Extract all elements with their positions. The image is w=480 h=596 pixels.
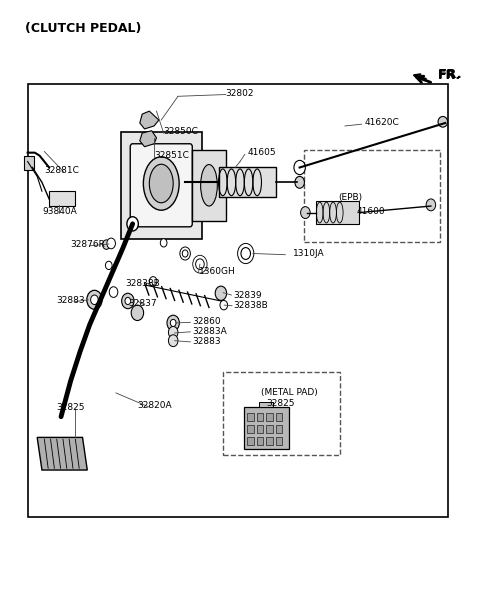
Polygon shape: [37, 437, 87, 470]
Text: 41620C: 41620C: [364, 119, 399, 128]
Circle shape: [168, 335, 178, 347]
Text: (CLUTCH PEDAL): (CLUTCH PEDAL): [25, 22, 142, 35]
Text: 1360GH: 1360GH: [199, 267, 236, 276]
Text: 32860: 32860: [192, 317, 221, 326]
Bar: [218, 167, 276, 197]
Bar: [28, 85, 447, 517]
Polygon shape: [120, 132, 202, 238]
Text: 93840A: 93840A: [42, 207, 77, 216]
Circle shape: [160, 238, 167, 247]
Circle shape: [107, 238, 116, 249]
Circle shape: [87, 290, 102, 309]
Circle shape: [295, 176, 304, 188]
Polygon shape: [140, 131, 156, 147]
Text: 32820A: 32820A: [137, 402, 172, 411]
Bar: [276, 437, 282, 445]
Circle shape: [196, 259, 204, 269]
Circle shape: [168, 327, 178, 339]
Bar: [257, 413, 264, 421]
Text: 1310JA: 1310JA: [292, 249, 324, 258]
Polygon shape: [140, 111, 159, 129]
Circle shape: [125, 297, 131, 305]
Text: FR.: FR.: [438, 69, 463, 82]
Circle shape: [131, 305, 144, 321]
Text: 32838B: 32838B: [125, 279, 160, 288]
Ellipse shape: [438, 116, 447, 127]
Circle shape: [426, 199, 436, 211]
Text: 32837: 32837: [128, 299, 156, 309]
Bar: [266, 413, 273, 421]
Circle shape: [149, 277, 157, 286]
Bar: [266, 437, 273, 445]
Bar: [266, 425, 273, 433]
Circle shape: [127, 217, 138, 231]
Text: 41605: 41605: [247, 148, 276, 157]
Bar: [257, 425, 264, 433]
Text: (METAL PAD): (METAL PAD): [262, 389, 318, 398]
Bar: [223, 372, 340, 455]
Text: 32883A: 32883A: [192, 327, 227, 336]
Bar: [247, 425, 254, 433]
Text: 32883: 32883: [192, 337, 221, 346]
Bar: [304, 150, 441, 241]
Circle shape: [220, 300, 228, 310]
Bar: [259, 402, 274, 406]
Text: 32839: 32839: [233, 290, 262, 300]
Text: 32825: 32825: [56, 403, 85, 412]
Circle shape: [170, 319, 176, 327]
Bar: [257, 437, 264, 445]
Text: 41600: 41600: [357, 207, 385, 216]
Ellipse shape: [201, 164, 217, 206]
Text: 32851C: 32851C: [154, 151, 189, 160]
Circle shape: [91, 295, 98, 305]
Bar: [247, 413, 254, 421]
Text: 32825: 32825: [266, 399, 295, 408]
FancyBboxPatch shape: [130, 144, 192, 227]
Text: 32883: 32883: [56, 296, 85, 306]
Bar: [49, 191, 75, 206]
Circle shape: [121, 293, 134, 309]
Text: 32881C: 32881C: [44, 166, 79, 175]
Text: 32802: 32802: [226, 89, 254, 98]
Circle shape: [215, 286, 227, 300]
Bar: [276, 425, 282, 433]
Circle shape: [103, 240, 110, 249]
Circle shape: [294, 160, 305, 175]
Bar: [276, 413, 282, 421]
Bar: [316, 201, 360, 224]
Bar: [24, 156, 34, 170]
Circle shape: [182, 250, 188, 257]
Text: 32876R: 32876R: [71, 240, 106, 249]
Text: FR.: FR.: [438, 69, 461, 82]
Circle shape: [241, 247, 251, 259]
Bar: [244, 406, 289, 449]
Ellipse shape: [149, 164, 173, 203]
Circle shape: [167, 315, 180, 331]
Circle shape: [109, 287, 118, 297]
Circle shape: [300, 207, 310, 219]
Text: 32850C: 32850C: [164, 128, 199, 136]
Text: 32838B: 32838B: [233, 300, 267, 309]
Bar: [192, 150, 226, 221]
Circle shape: [106, 261, 112, 269]
Bar: [247, 437, 254, 445]
Text: (EPB): (EPB): [338, 193, 362, 201]
Ellipse shape: [144, 157, 179, 210]
